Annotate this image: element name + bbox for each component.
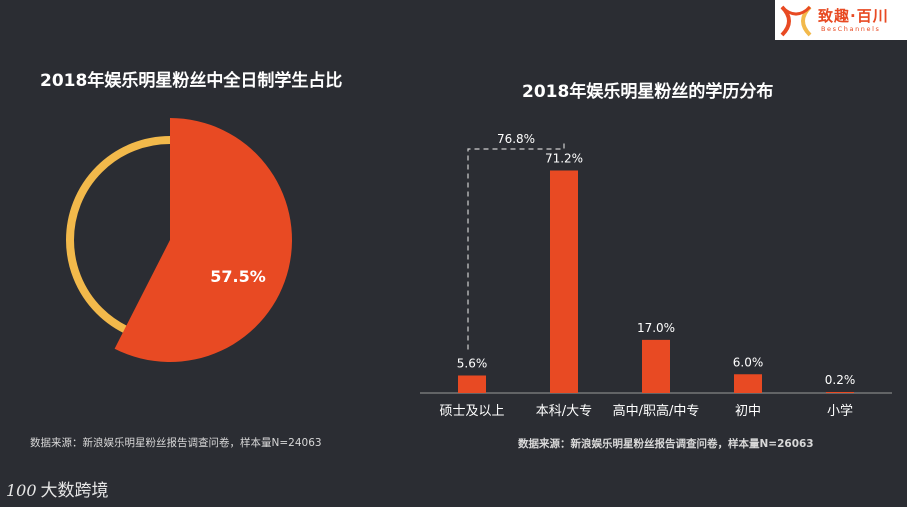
bar-4 (826, 392, 854, 393)
logo-subtitle: BesChannels (821, 25, 881, 33)
pie-slice-main (114, 118, 293, 362)
logo-mark-icon (780, 5, 812, 37)
x-tick-label-4: 小学 (827, 403, 853, 419)
bar-chart-title: 2018年娱乐明星粉丝的学历分布 (522, 82, 774, 102)
brand-name: 大数跨境 (40, 481, 109, 501)
bar-value-label-1: 71.2% (545, 152, 583, 166)
bar-value-label-0: 5.6% (457, 357, 488, 371)
pie-chart-source: 数据来源：新浪娱乐明星粉丝报告调查问卷，样本量N=24063 (30, 437, 322, 449)
bar-0 (458, 375, 486, 393)
x-tick-label-1: 本科/大专 (536, 404, 592, 419)
x-tick-label-3: 初中 (735, 404, 761, 419)
logo: 致趣·百川 BesChannels (775, 0, 907, 40)
bar-2 (642, 339, 670, 393)
bar-1 (550, 170, 578, 393)
brand-mark-icon: 100 (6, 481, 37, 500)
bar-value-label-3: 6.0% (733, 355, 764, 369)
bar-value-label-2: 17.0% (637, 321, 675, 335)
bar-3 (734, 374, 762, 393)
pie-chart-title: 2018年娱乐明星粉丝中全日制学生占比 (40, 71, 343, 91)
pie-slice-label: 57.5% (210, 267, 266, 286)
x-tick-label-2: 高中/职高/中专 (613, 403, 700, 419)
footer-brand: 100 大数跨境 (6, 476, 109, 501)
bar-chart: 5.6% 硕士及以上 71.2% 本科/大专 17.0% 高中/职高/中专 6.0% 初中 0.… (420, 132, 892, 419)
logo-name: 致趣·百川 (818, 7, 889, 25)
bar-value-label-4: 0.2% (825, 373, 856, 387)
bar-chart-source: 数据来源：新浪娱乐明星粉丝报告调查问卷，样本量N=26063 (518, 438, 814, 450)
annotation-bracket (467, 142, 565, 350)
pie-chart: 57.5% (66, 118, 293, 362)
x-tick-label-0: 硕士及以上 (439, 404, 504, 419)
annotation-label: 76.8% (497, 132, 535, 146)
